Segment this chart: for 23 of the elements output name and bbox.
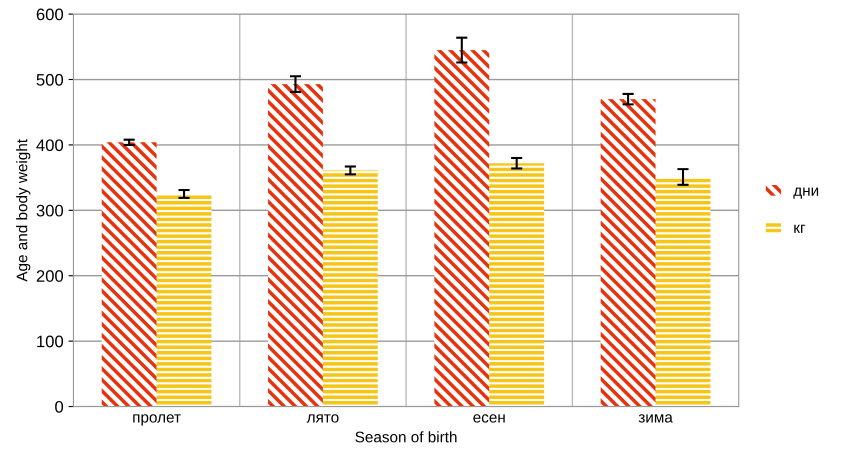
y-tick-label: 0	[55, 400, 64, 413]
x-axis-title: Season of birth	[355, 431, 456, 442]
x-tick-label: есен	[473, 414, 505, 423]
bar	[434, 50, 490, 407]
x-tick-label: пролет	[133, 414, 181, 426]
x-tick-label: зима	[638, 414, 673, 423]
bar	[656, 176, 710, 407]
y-tick-label: 600	[36, 8, 64, 20]
y-tick-label: 200	[36, 270, 64, 282]
y-axis-title: Age and body weight	[16, 139, 30, 282]
y-tick-label: 100	[37, 336, 64, 348]
y-tick-label: 400	[36, 139, 64, 152]
bar	[156, 194, 212, 407]
bar	[322, 170, 378, 407]
y-tick-label: 300	[36, 204, 64, 217]
legend-label: кг	[794, 224, 806, 233]
x-tick-label: лято	[306, 414, 339, 423]
bar	[102, 142, 157, 407]
bar	[600, 99, 656, 407]
y-tick-label: 500	[36, 74, 64, 86]
bar	[489, 163, 544, 407]
legend-label: дни	[793, 188, 818, 199]
bar	[268, 84, 323, 407]
